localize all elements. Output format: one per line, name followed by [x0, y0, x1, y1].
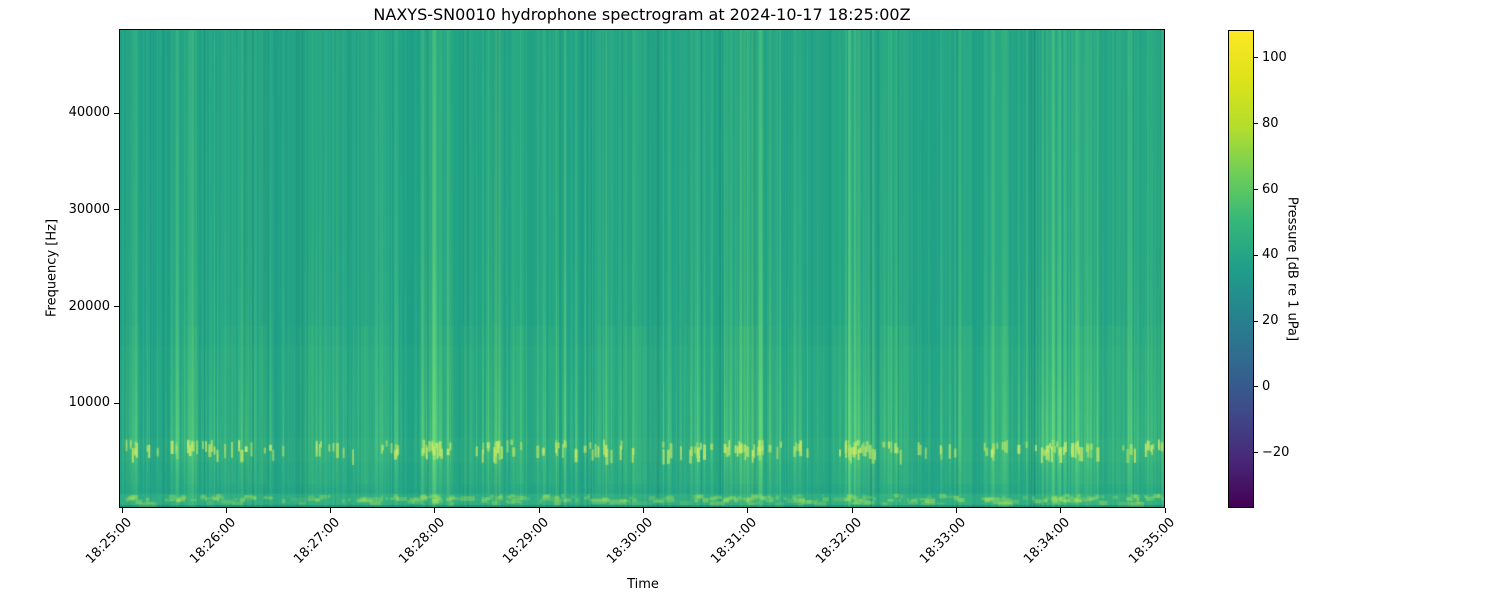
x-tick-mark: [225, 508, 227, 513]
y-tick-label: 30000: [68, 201, 110, 217]
y-tick-label: 20000: [68, 298, 110, 314]
x-tick-mark: [643, 508, 644, 513]
x-tick-label: 18:32:00: [812, 515, 865, 567]
colorbar: [1228, 30, 1254, 508]
y-tick-label: 40000: [68, 105, 110, 121]
colorbar-tick-label: 0: [1262, 378, 1271, 394]
x-tick-label: 18:31:00: [708, 515, 761, 567]
x-tick-mark: [434, 508, 436, 513]
x-tick-label: 18:34:00: [1021, 515, 1074, 567]
x-tick-mark: [121, 508, 123, 513]
x-tick-label: 18:26:00: [187, 515, 239, 567]
x-tick-mark: [330, 508, 332, 513]
x-tick-label: 18:27:00: [291, 515, 344, 567]
x-tick-label: 18:28:00: [395, 515, 448, 567]
x-tick-label: 18:35:00: [1125, 515, 1178, 567]
x-tick-mark: [1164, 508, 1166, 513]
colorbar-tick-label: 20: [1262, 313, 1279, 329]
y-tick-label: 10000: [68, 395, 110, 411]
x-tick-mark: [1060, 508, 1062, 513]
y-axis-label: Frequency [Hz]: [44, 218, 60, 318]
x-tick-label: 18:25:00: [82, 515, 135, 567]
colorbar-tick-mark: [1254, 123, 1258, 125]
colorbar-tick-label: 100: [1262, 49, 1287, 65]
x-tick-mark: [955, 508, 957, 513]
colorbar-tick-mark: [1254, 254, 1258, 256]
y-tick-mark: [114, 209, 119, 211]
colorbar-tick-label: 40: [1262, 247, 1279, 263]
spectrogram-canvas: [119, 29, 1165, 508]
colorbar-label: Pressure [dB re 1 uPa]: [1284, 196, 1300, 342]
chart-title: NAXYS-SN0010 hydrophone spectrogram at 2…: [373, 5, 911, 24]
colorbar-tick-mark: [1254, 386, 1258, 388]
y-tick-mark: [114, 112, 119, 114]
colorbar-tick-mark: [1254, 57, 1258, 59]
colorbar-tick-mark: [1254, 452, 1258, 454]
x-tick-label: 18:30:00: [604, 515, 657, 567]
y-tick-mark: [114, 306, 119, 308]
x-tick-label: 18:29:00: [499, 515, 552, 567]
y-tick-mark: [114, 402, 119, 404]
x-axis-label: Time: [627, 577, 659, 592]
colorbar-tick-label: 60: [1262, 181, 1279, 197]
colorbar-tick-label: −20: [1262, 444, 1290, 460]
colorbar-tick-mark: [1254, 189, 1258, 191]
colorbar-tick-mark: [1254, 320, 1258, 322]
x-tick-mark: [747, 508, 749, 513]
x-tick-mark: [851, 508, 853, 513]
x-tick-label: 18:33:00: [917, 515, 970, 567]
x-tick-mark: [538, 508, 540, 513]
colorbar-tick-label: 80: [1262, 115, 1279, 131]
